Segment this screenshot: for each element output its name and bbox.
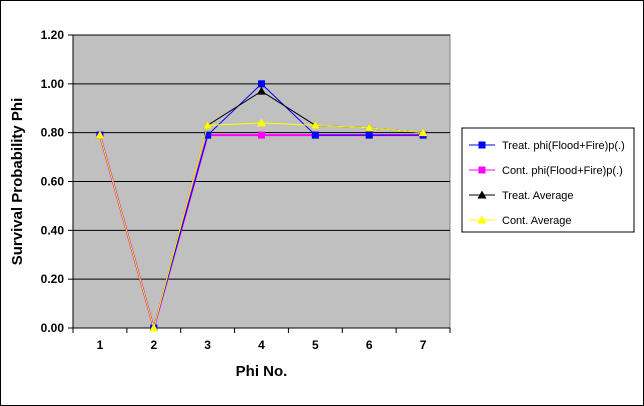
series-3-point bbox=[310, 120, 320, 129]
series-3-point bbox=[364, 123, 374, 132]
x-axis-title: Phi No. bbox=[236, 363, 288, 380]
x-tick-label: 3 bbox=[204, 338, 211, 352]
x-tick-label: 1 bbox=[97, 338, 104, 352]
series-0-point bbox=[258, 80, 265, 88]
series-0-point bbox=[365, 131, 373, 139]
legend: Treat. phi(Flood+Fire)p(.) Cont. phi(Floo… bbox=[461, 127, 635, 233]
legend-label: Cont. phi(Flood+Fire)p(.) bbox=[502, 165, 623, 177]
series-3-point bbox=[95, 130, 105, 139]
y-tick-label: 0.60 bbox=[41, 175, 65, 189]
legend-label: Treat. phi(Flood+Fire)p(.) bbox=[502, 140, 625, 152]
series-0-point bbox=[204, 131, 212, 139]
legend-item: Cont. phi(Flood+Fire)p(.) bbox=[469, 165, 623, 177]
x-tick-label: 7 bbox=[420, 338, 427, 352]
y-tick-label: 1.00 bbox=[41, 77, 65, 91]
y-tick-labels: 0.00 0.20 0.40 0.60 0.80 1.00 1.20 bbox=[41, 28, 65, 335]
series-1-point bbox=[258, 131, 265, 139]
axes bbox=[68, 34, 451, 333]
x-tick-label: 4 bbox=[258, 338, 265, 352]
legend-swatch-marker bbox=[478, 166, 486, 174]
legend-item: Treat. phi(Flood+Fire)p(.) bbox=[469, 140, 625, 152]
series-3-point bbox=[418, 128, 428, 137]
x-tick-labels: 1 2 3 4 5 6 7 bbox=[97, 338, 427, 352]
legend-label: Cont. Average bbox=[502, 215, 572, 227]
y-tick-label: 1.20 bbox=[41, 28, 65, 42]
y-tick-label: 0.00 bbox=[41, 321, 65, 335]
series-3-point bbox=[203, 120, 213, 129]
y-tick-label: 0.80 bbox=[41, 126, 65, 140]
legend-item: Cont. Average bbox=[469, 215, 572, 227]
x-tick-label: 2 bbox=[150, 338, 157, 352]
series-3-point bbox=[257, 118, 266, 127]
series-group bbox=[95, 80, 428, 332]
series-3 bbox=[95, 118, 428, 332]
y-tick-label: 0.40 bbox=[41, 223, 65, 237]
x-tick-label: 6 bbox=[366, 338, 373, 352]
y-tick-label: 0.20 bbox=[41, 272, 65, 286]
legend-swatch-marker bbox=[478, 141, 486, 149]
series-0-point bbox=[311, 131, 319, 139]
legend-swatch-marker bbox=[477, 215, 487, 224]
y-axis-title: Survival Probability Phi bbox=[9, 98, 26, 266]
legend-item: Treat. Average bbox=[469, 190, 574, 202]
legend-swatch-marker bbox=[477, 190, 487, 199]
x-tick-label: 5 bbox=[312, 338, 319, 352]
legend-label: Treat. Average bbox=[502, 190, 574, 202]
series-3-point bbox=[149, 323, 159, 332]
series-2-point bbox=[257, 86, 266, 95]
